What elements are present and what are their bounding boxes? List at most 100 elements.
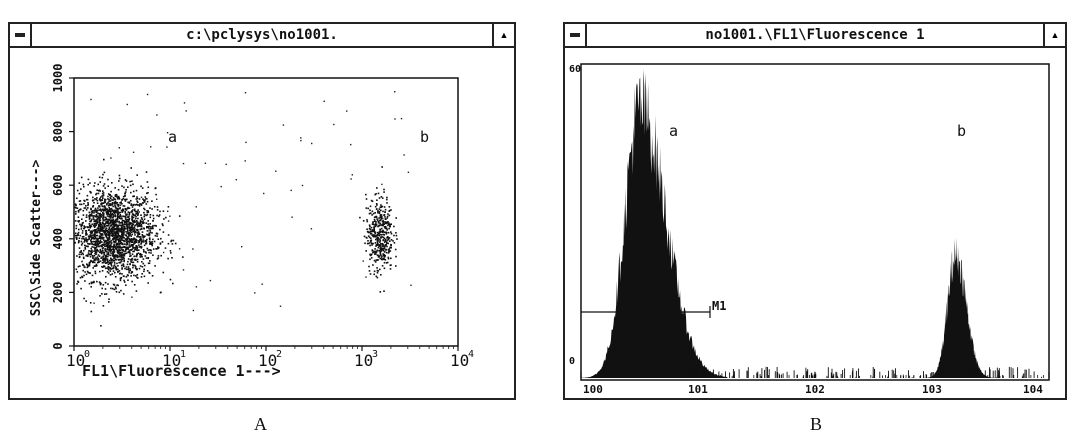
scatter-point — [88, 215, 90, 217]
scatter-point — [99, 217, 101, 219]
system-menu-button[interactable] — [565, 24, 587, 46]
scatter-point — [138, 205, 141, 207]
scatter-point — [410, 284, 412, 286]
scatter-point — [394, 248, 397, 251]
scatter-point — [143, 218, 146, 220]
scatter-point — [377, 210, 379, 212]
scatter-point — [109, 232, 111, 235]
scatter-point — [132, 261, 135, 264]
scatter-point — [379, 224, 382, 226]
scatter-point — [383, 258, 386, 260]
scatter-point — [76, 271, 79, 273]
scatter-point — [108, 204, 111, 206]
scatter-point — [110, 190, 112, 193]
x-tick-label: 101 — [688, 383, 708, 396]
scatter-point — [378, 221, 380, 223]
scatter-point — [376, 187, 378, 189]
scatter-point — [378, 208, 381, 210]
scatter-point — [373, 226, 375, 228]
scatter-point — [110, 265, 113, 267]
scatter-point — [135, 217, 137, 220]
window-histogram: no1001.\FL1\Fluorescence 1 ▲ 60 0 M1 a b… — [563, 22, 1067, 400]
scatter-point — [388, 214, 391, 217]
scatter-point — [100, 257, 102, 259]
scatter-point — [79, 251, 81, 253]
scatter-point — [77, 233, 79, 235]
scatter-point — [158, 246, 160, 249]
scatter-point — [120, 209, 123, 212]
window-scatter: c:\pclysys\no1001. ▲ SSC\Side Scatter---… — [8, 22, 516, 400]
scatter-point — [107, 185, 109, 187]
scatter-point — [94, 215, 97, 218]
scatter-point — [135, 245, 137, 247]
scatter-point — [390, 232, 393, 235]
scatter-point — [85, 230, 88, 232]
scatter-point — [120, 235, 123, 238]
scatter-point — [136, 201, 139, 203]
scatter-point — [127, 201, 129, 204]
maximize-button[interactable]: ▲ — [492, 24, 514, 46]
x-tick-label: 104 — [1023, 383, 1043, 396]
scatter-point — [136, 235, 138, 238]
scatter-point — [263, 192, 265, 195]
scatter-point — [122, 246, 125, 248]
scatter-point — [114, 194, 117, 197]
scatter-point — [379, 216, 382, 219]
scatter-point — [386, 202, 388, 204]
scatter-point — [139, 239, 141, 242]
scatter-point — [112, 205, 114, 208]
scatter-point — [110, 195, 113, 198]
scatter-point — [145, 222, 147, 224]
scatter-point — [93, 261, 95, 263]
scatter-point — [78, 192, 81, 195]
scatter-point — [126, 218, 128, 221]
scatter-point — [120, 243, 123, 245]
scatter-point — [148, 237, 151, 240]
scatter-point — [116, 218, 119, 221]
scatter-point — [104, 293, 106, 295]
scatter-point — [138, 244, 140, 246]
scatter-point — [98, 226, 100, 228]
scatter-point — [102, 192, 105, 194]
scatter-point — [98, 242, 101, 245]
scatter-point — [107, 178, 109, 181]
scatter-point — [382, 221, 385, 224]
scatter-point — [126, 226, 128, 229]
scatter-point — [132, 195, 134, 198]
scatter-point — [115, 236, 117, 238]
scatter-point — [90, 192, 92, 194]
scatter-point — [80, 225, 83, 228]
scatter-point — [115, 193, 118, 196]
scatter-point — [133, 243, 135, 245]
scatter-point — [369, 273, 372, 275]
scatter-point — [96, 259, 98, 261]
scatter-point — [136, 204, 139, 206]
scatter-point — [373, 218, 376, 221]
scatter-point — [380, 204, 382, 206]
scatter-point — [81, 230, 84, 232]
population-label-a: a — [669, 122, 678, 140]
scatter-point — [169, 250, 172, 252]
scatter-point — [112, 219, 115, 221]
y-tick-label: 200 — [51, 282, 65, 304]
scatter-point — [371, 244, 373, 246]
scatter-point — [87, 204, 89, 207]
scatter-point — [132, 244, 134, 246]
scatter-point — [132, 230, 134, 233]
system-menu-button[interactable] — [10, 24, 32, 46]
scatter-point — [126, 230, 129, 233]
scatter-point — [109, 219, 111, 221]
scatter-point — [154, 224, 156, 227]
scatter-point — [112, 237, 115, 239]
scatter-point — [141, 218, 143, 220]
scatter-point — [93, 255, 96, 257]
scatter-point — [101, 225, 104, 227]
scatter-point — [118, 215, 121, 218]
scatter-point — [365, 250, 367, 252]
scatter-point — [126, 228, 129, 230]
maximize-button[interactable]: ▲ — [1043, 24, 1065, 46]
scatter-point — [100, 245, 102, 248]
scatter-point — [75, 213, 77, 215]
scatter-point — [97, 261, 99, 264]
scatter-point — [396, 238, 398, 240]
